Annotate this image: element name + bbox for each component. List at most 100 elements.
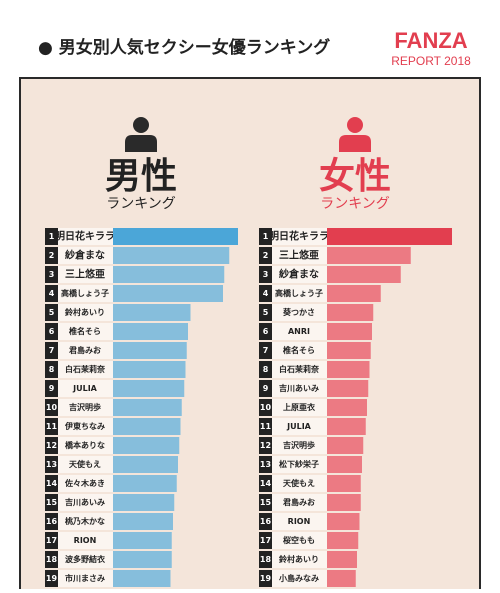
category-label: 吉川あいみ — [279, 383, 319, 393]
category-label: 上原亜衣 — [283, 402, 315, 412]
bar — [327, 304, 374, 321]
category-label: 白石茉莉奈 — [65, 364, 106, 374]
name-cell — [272, 475, 327, 492]
person-icon-body — [125, 135, 157, 152]
bar — [327, 228, 452, 245]
category-label: 葵つかさ — [282, 307, 315, 317]
bar — [327, 551, 357, 568]
bar — [113, 323, 188, 340]
name-cell — [272, 551, 327, 568]
rank-box — [45, 570, 58, 587]
category-label: 紗倉まな — [279, 268, 319, 281]
category-label: 市川まさみ — [65, 573, 105, 583]
rank-label: 5 — [263, 308, 269, 317]
bar — [113, 285, 223, 302]
rank-label: 2 — [263, 251, 269, 260]
name-cell — [58, 285, 113, 302]
rank-label: 18 — [260, 555, 272, 564]
rank-box — [45, 551, 58, 568]
bar — [113, 513, 173, 530]
category-label: 小島みなみ — [278, 573, 319, 583]
category-label: RION — [74, 536, 97, 545]
name-cell — [58, 437, 113, 454]
name-cell — [272, 532, 327, 549]
bar — [327, 266, 401, 283]
name-cell — [58, 399, 113, 416]
category-label: JULIA — [286, 422, 312, 431]
name-cell — [272, 342, 327, 359]
name-cell — [58, 570, 113, 587]
bar — [327, 399, 367, 416]
bar — [113, 342, 187, 359]
rank-label: 6 — [263, 327, 269, 336]
bar — [113, 228, 238, 245]
logo-box — [386, 24, 476, 74]
name-cell — [58, 532, 113, 549]
bar — [113, 532, 172, 549]
rank-box — [259, 494, 272, 511]
rank-label: 1 — [49, 232, 55, 241]
category-label: 紗倉まな — [65, 249, 105, 262]
person-icon-body — [339, 135, 371, 152]
rank-box — [45, 437, 58, 454]
name-cell — [58, 513, 113, 530]
bar — [327, 342, 371, 359]
bar — [113, 570, 171, 587]
bar — [113, 399, 182, 416]
name-cell — [58, 247, 113, 264]
category-label: JULIA — [72, 384, 98, 393]
category-label: RION — [288, 517, 311, 526]
bar — [327, 323, 372, 340]
name-cell — [272, 437, 327, 454]
rank-box — [259, 570, 272, 587]
rank-label: 11 — [260, 422, 272, 431]
name-cell — [58, 551, 113, 568]
bar — [327, 494, 361, 511]
name-cell — [58, 494, 113, 511]
rank-label: 14 — [46, 479, 58, 488]
bar — [113, 266, 225, 283]
rank-label: 8 — [263, 365, 269, 374]
name-cell — [272, 399, 327, 416]
person-icon-head — [133, 117, 149, 133]
bar — [327, 475, 361, 492]
rank-box — [259, 513, 272, 530]
chart-title: 女性 — [319, 156, 391, 197]
name-cell — [272, 380, 327, 397]
bar — [113, 475, 177, 492]
name-cell — [58, 266, 113, 283]
rank-box — [45, 418, 58, 435]
name-cell — [58, 361, 113, 378]
rank-label: 7 — [263, 346, 269, 355]
category-label: 吉沢明歩 — [283, 440, 315, 450]
name-cell — [58, 456, 113, 473]
name-cell — [58, 380, 113, 397]
chart-subtitle: ランキング — [106, 196, 176, 212]
rank-box — [259, 323, 272, 340]
category-label: 桜空もも — [283, 535, 315, 545]
rank-box — [45, 380, 58, 397]
rank-label: 17 — [46, 536, 57, 545]
rank-box — [259, 437, 272, 454]
bar — [113, 456, 178, 473]
category-label: 波多野結衣 — [65, 554, 105, 564]
category-label: 三上悠亜 — [279, 249, 319, 262]
bar — [327, 380, 369, 397]
rank-box — [45, 475, 58, 492]
rank-label: 8 — [49, 365, 55, 374]
rank-box — [259, 399, 272, 416]
rank-box — [45, 304, 58, 321]
rank-label: 7 — [49, 346, 55, 355]
rank-box — [259, 418, 272, 435]
rank-label: 2 — [49, 251, 55, 260]
category-label: ANRI — [288, 327, 310, 336]
rank-label: 1 — [263, 232, 269, 241]
name-cell — [272, 361, 327, 378]
category-label: 桃乃木かな — [65, 516, 105, 526]
rank-box — [45, 285, 58, 302]
name-cell — [272, 285, 327, 302]
rank-box — [259, 285, 272, 302]
name-cell — [272, 456, 327, 473]
category-label: 椎名そら — [68, 326, 101, 336]
